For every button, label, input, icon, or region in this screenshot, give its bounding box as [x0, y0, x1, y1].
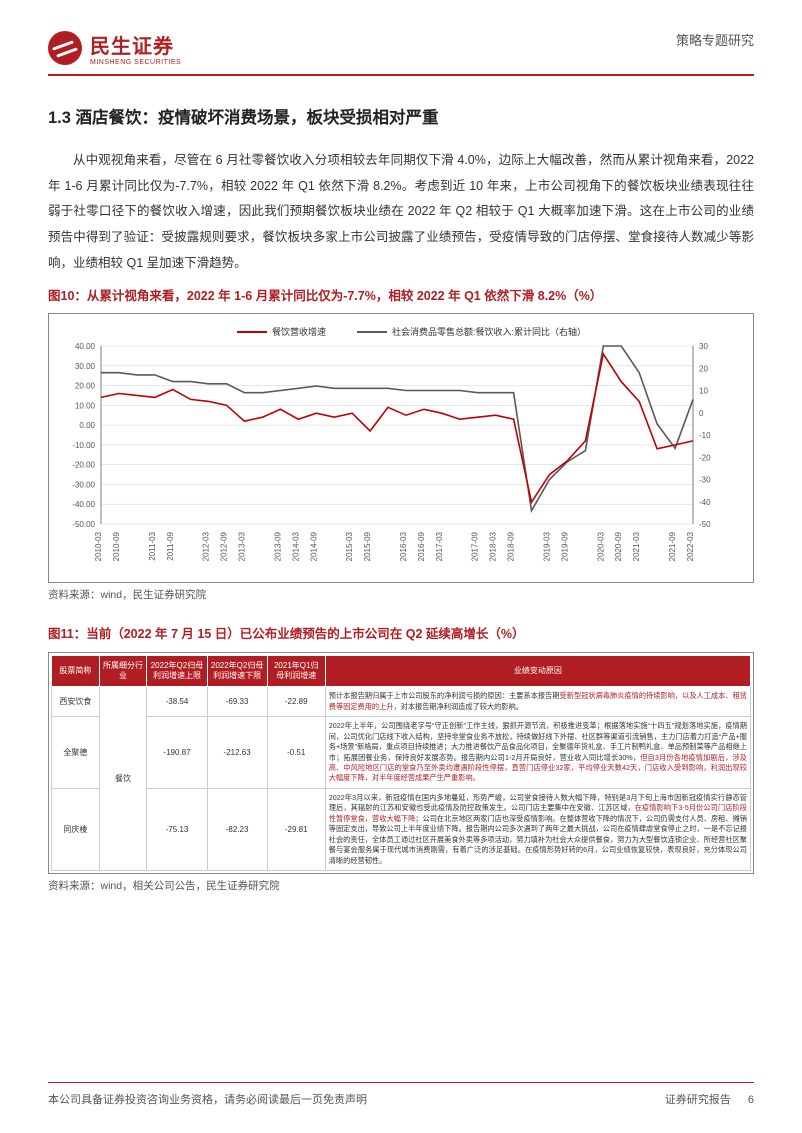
- svg-text:社会消费品零售总额:餐饮收入:累计同比（右轴）: 社会消费品零售总额:餐饮收入:累计同比（右轴）: [392, 326, 586, 337]
- svg-text:2017-09: 2017-09: [471, 532, 480, 562]
- svg-text:2015-03: 2015-03: [345, 532, 354, 562]
- svg-text:2012-03: 2012-03: [202, 532, 211, 562]
- svg-text:2020-09: 2020-09: [614, 532, 623, 562]
- svg-text:2012-09: 2012-09: [220, 532, 229, 562]
- footer: 本公司具备证券投资咨询业务资格，请务必阅读最后一页免责声明 证券研究报告 6: [48, 1082, 754, 1107]
- svg-text:餐饮营收增速: 餐饮营收增速: [272, 326, 326, 337]
- svg-text:2018-09: 2018-09: [507, 532, 516, 562]
- svg-text:2014-09: 2014-09: [309, 532, 318, 562]
- svg-text:10.00: 10.00: [75, 402, 96, 411]
- svg-text:40.00: 40.00: [75, 342, 96, 351]
- svg-text:-40.00: -40.00: [72, 501, 95, 510]
- svg-text:0: 0: [699, 409, 704, 418]
- svg-text:10: 10: [699, 387, 708, 396]
- svg-text:-10.00: -10.00: [72, 441, 95, 450]
- fig11-table-wrap: 股票简称所属细分行业2022年Q2归母利润增速上限2022年Q2归母利润增速下限…: [48, 652, 754, 874]
- svg-text:2013-03: 2013-03: [238, 532, 247, 562]
- svg-text:2015-09: 2015-09: [363, 532, 372, 562]
- table-header: 2022年Q2归母利润增速下限: [207, 655, 267, 687]
- svg-text:2011-03: 2011-03: [148, 532, 157, 561]
- svg-text:2018-03: 2018-03: [489, 532, 498, 562]
- svg-text:2020-03: 2020-03: [596, 532, 605, 562]
- svg-text:30: 30: [699, 342, 708, 351]
- svg-text:20: 20: [699, 365, 708, 374]
- svg-text:2019-03: 2019-03: [542, 532, 551, 562]
- fig10-title: 图10：从累计视角来看，2022 年 1-6 月累计同比仅为-7.7%，相较 2…: [48, 286, 754, 307]
- svg-text:-10: -10: [699, 431, 711, 440]
- svg-text:2017-03: 2017-03: [435, 532, 444, 562]
- svg-text:2016-09: 2016-09: [417, 532, 426, 562]
- logo-block: 民生证券 MINSHENG SECURITIES: [48, 30, 181, 66]
- table-header: 业绩变动原因: [325, 655, 750, 687]
- svg-text:2014-03: 2014-03: [291, 532, 300, 562]
- svg-text:2013-09: 2013-09: [273, 532, 282, 562]
- footer-left: 本公司具备证券投资咨询业务资格，请务必阅读最后一页免责声明: [48, 1091, 367, 1107]
- fig11-table: 股票简称所属细分行业2022年Q2归母利润增速上限2022年Q2归母利润增速下限…: [51, 655, 751, 871]
- section-title: 1.3 酒店餐饮：疫情破坏消费场景，板块受损相对严重: [48, 104, 754, 128]
- svg-text:2019-09: 2019-09: [560, 532, 569, 562]
- svg-text:2021-03: 2021-03: [632, 532, 641, 562]
- table-row: 全聚德-190.87-212.63-0.512022年上半年，公司围绕老字号“守…: [52, 717, 751, 789]
- footer-right: 证券研究报告: [665, 1094, 731, 1106]
- table-header: 2022年Q2归母利润增速上限: [147, 655, 207, 687]
- svg-text:2021-09: 2021-09: [668, 532, 677, 562]
- svg-text:-30: -30: [699, 476, 711, 485]
- svg-text:30.00: 30.00: [75, 362, 96, 371]
- fig10-chart: 餐饮营收增速 社会消费品零售总额:餐饮收入:累计同比（右轴） -50.00 -40.0…: [48, 313, 754, 583]
- table-row: 西安饮食餐饮-38.54-69.33-22.89预计本报告期归属于上市公司股东的…: [52, 687, 751, 717]
- logo-text-cn: 民生证券: [90, 30, 181, 59]
- svg-text:20.00: 20.00: [75, 382, 96, 391]
- fig11-source: 资料来源：wind，相关公司公告，民生证券研究院: [48, 878, 754, 893]
- svg-text:-20: -20: [699, 454, 711, 463]
- svg-text:2011-09: 2011-09: [166, 532, 175, 561]
- table-header: 所属细分行业: [99, 655, 147, 687]
- fig11-title: 图11：当前（2022 年 7 月 15 日）已公布业绩预告的上市公司在 Q2 …: [48, 624, 754, 645]
- fig10-source: 资料来源：wind，民生证券研究院: [48, 587, 754, 602]
- svg-text:-40: -40: [699, 498, 711, 507]
- page-number: 6: [748, 1094, 754, 1106]
- logo-text-en: MINSHENG SECURITIES: [90, 59, 181, 66]
- svg-text:2010-09: 2010-09: [112, 532, 121, 562]
- svg-text:-20.00: -20.00: [72, 461, 95, 470]
- svg-text:2022-03: 2022-03: [686, 532, 695, 562]
- table-row: 同庆楼-75.13-82.23-29.812022年3月以来，新冠疫情在国内多地…: [52, 788, 751, 870]
- svg-text:-50: -50: [699, 520, 711, 529]
- header-bar: 民生证券 MINSHENG SECURITIES 策略专题研究: [48, 30, 754, 76]
- svg-text:2010-03: 2010-03: [94, 532, 103, 562]
- table-header: 股票简称: [52, 655, 100, 687]
- doc-type: 策略专题研究: [676, 30, 754, 49]
- svg-text:-30.00: -30.00: [72, 481, 95, 490]
- svg-text:2016-03: 2016-03: [399, 532, 408, 562]
- svg-text:-50.00: -50.00: [72, 520, 95, 529]
- table-header: 2021年Q1归母利润增速: [267, 655, 325, 687]
- svg-text:0.00: 0.00: [79, 421, 95, 430]
- minsheng-logo-icon: [48, 31, 82, 65]
- fig10-svg: 餐饮营收增速 社会消费品零售总额:餐饮收入:累计同比（右轴） -50.00 -40.0…: [59, 320, 735, 578]
- body-paragraph: 从中观视角来看，尽管在 6 月社零餐饮收入分项相较去年同期仅下滑 4.0%，边际…: [48, 148, 754, 276]
